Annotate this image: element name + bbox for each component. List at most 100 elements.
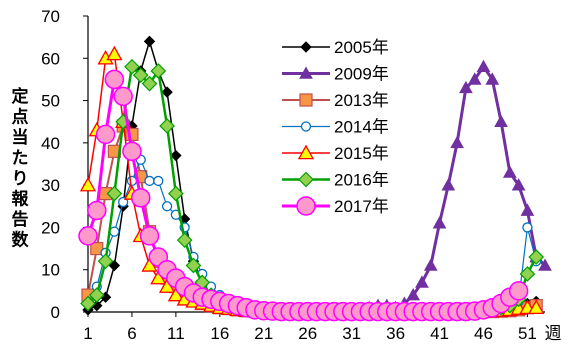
data-point [106,185,123,202]
data-point [528,299,545,315]
data-point [299,66,313,79]
legend-entry: 2014年 [282,118,389,137]
legend-entry: 2016年 [282,171,389,190]
data-point [485,72,500,85]
data-point [423,258,438,271]
y-tick-label: 0 [51,303,60,322]
x-tick-label: 36 [386,324,405,343]
data-point [141,75,158,92]
data-point [300,121,312,132]
y-ticks: 0 10 20 30 40 50 60 70 [41,7,88,322]
series-2 [81,119,543,319]
x-tick-label: 51 [518,324,537,343]
y-tick-label: 20 [41,218,60,237]
legend-label: 2015年 [334,144,389,163]
data-point [132,67,149,84]
x-tick-label: 6 [127,324,136,343]
x-tick-label: 16 [210,324,229,343]
x-axis-label: 週 [545,324,562,343]
x-tick-label: 41 [430,324,449,343]
data-point [79,176,97,192]
data-point [538,258,552,271]
data-point [459,80,473,94]
data-point [502,165,517,178]
legend-label: 2017年 [334,197,389,216]
series-line [86,77,520,314]
legend-entry: 2005年 [282,38,389,57]
data-point [97,253,114,270]
data-point [113,86,133,107]
y-tick-label: 10 [41,261,60,280]
data-point [139,226,160,246]
data-point [159,118,175,134]
data-point [296,196,316,216]
data-point [511,178,526,191]
x-tick-label: 1 [83,324,92,343]
data-point [467,72,482,85]
data-point [297,144,315,160]
x-tick-label: 26 [298,324,317,343]
legend: 2005年 2009年 2013年 2014年 2015年 2016年 2017年 [282,38,389,216]
data-point [494,114,508,128]
y-tick-label: 70 [41,7,60,26]
data-point [300,41,312,53]
data-point [168,185,184,202]
data-point [104,69,125,90]
y-tick-label: 40 [41,134,60,153]
data-point [88,287,105,303]
data-point [126,175,138,187]
data-point [522,222,533,233]
y-tick-label: 50 [41,92,60,111]
data-point [476,59,491,73]
data-point [122,141,142,162]
data-point [415,275,429,288]
y-tick-label: 60 [41,49,60,68]
data-point [130,188,151,208]
data-point [161,201,173,212]
legend-entry: 2015年 [282,144,389,163]
legend-label: 2013年 [334,91,389,110]
legend-label: 2016年 [334,171,389,190]
data-point [298,171,314,188]
y-tick-label: 30 [41,176,60,195]
data-point [87,200,107,221]
data-point [406,288,421,301]
legend-entry: 2009年 [282,65,389,84]
data-point [519,266,536,282]
data-point [144,175,155,187]
data-point [80,295,96,312]
legend-label: 2005年 [334,38,389,57]
data-point [176,232,193,248]
legend-entry: 2013年 [282,91,389,110]
data-point [520,203,535,216]
y-axis-label: 定点当たり報告数 [12,86,30,251]
legend-label: 2009年 [334,65,389,84]
data-point [441,178,456,191]
data-point [78,226,98,246]
legend-label: 2014年 [334,118,389,137]
x-tick-label: 21 [254,324,273,343]
x-ticks: 1 6 11 16 21 26 31 36 41 46 51 [83,312,537,343]
data-point [299,93,313,107]
data-point [108,259,121,272]
data-point [106,45,123,61]
data-point [161,86,173,98]
data-point [150,63,167,79]
x-tick-label: 31 [342,324,361,343]
x-tick-label: 46 [474,324,493,343]
data-point [143,35,156,48]
series-6 [78,69,529,322]
x-tick-label: 11 [167,324,185,343]
data-point [528,249,545,265]
data-point [95,124,116,145]
data-point [124,58,140,75]
data-point [432,216,447,229]
data-point [109,226,120,237]
series-group [78,35,552,322]
data-point [170,149,182,162]
data-point [450,135,464,149]
legend-entry: 2017年 [282,196,389,216]
data-point [185,257,202,274]
data-point [153,175,164,187]
